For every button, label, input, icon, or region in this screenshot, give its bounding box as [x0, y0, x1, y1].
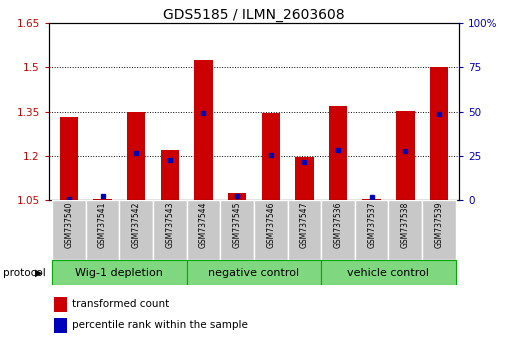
Bar	[228, 193, 246, 200]
Bar	[262, 113, 280, 200]
FancyBboxPatch shape	[321, 200, 355, 260]
Text: GSM737539: GSM737539	[435, 202, 443, 248]
FancyBboxPatch shape	[422, 200, 456, 260]
Text: ▶: ▶	[35, 268, 43, 278]
Title: GDS5185 / ILMN_2603608: GDS5185 / ILMN_2603608	[163, 8, 345, 22]
FancyBboxPatch shape	[355, 200, 388, 260]
Bar	[430, 67, 448, 200]
Text: GSM737537: GSM737537	[367, 202, 376, 248]
FancyBboxPatch shape	[187, 200, 220, 260]
Text: transformed count: transformed count	[72, 299, 169, 309]
FancyBboxPatch shape	[120, 200, 153, 260]
Text: GSM737546: GSM737546	[266, 202, 275, 248]
FancyBboxPatch shape	[153, 200, 187, 260]
Text: GSM737541: GSM737541	[98, 202, 107, 248]
FancyBboxPatch shape	[52, 200, 86, 260]
Bar	[93, 199, 112, 200]
Bar	[396, 111, 415, 200]
Text: GSM737542: GSM737542	[132, 202, 141, 248]
Bar	[362, 199, 381, 200]
Text: GSM737536: GSM737536	[333, 202, 343, 248]
Text: Wig-1 depletion: Wig-1 depletion	[75, 268, 163, 278]
Bar	[194, 60, 213, 200]
Text: protocol: protocol	[3, 268, 45, 278]
Text: GSM737540: GSM737540	[65, 202, 73, 248]
Bar	[329, 105, 347, 200]
Bar	[295, 157, 313, 200]
FancyBboxPatch shape	[288, 200, 321, 260]
FancyBboxPatch shape	[321, 260, 456, 285]
FancyBboxPatch shape	[187, 260, 321, 285]
Text: GSM737544: GSM737544	[199, 202, 208, 248]
Text: percentile rank within the sample: percentile rank within the sample	[72, 320, 248, 330]
Text: GSM737545: GSM737545	[232, 202, 242, 248]
FancyBboxPatch shape	[220, 200, 254, 260]
Bar	[60, 118, 78, 200]
FancyBboxPatch shape	[254, 200, 288, 260]
FancyBboxPatch shape	[52, 260, 187, 285]
Bar	[161, 150, 179, 200]
Text: GSM737543: GSM737543	[165, 202, 174, 248]
FancyBboxPatch shape	[388, 200, 422, 260]
Bar	[127, 112, 146, 200]
Text: negative control: negative control	[208, 268, 300, 278]
Text: GSM737538: GSM737538	[401, 202, 410, 248]
FancyBboxPatch shape	[86, 200, 120, 260]
Text: GSM737547: GSM737547	[300, 202, 309, 248]
Text: vehicle control: vehicle control	[347, 268, 429, 278]
